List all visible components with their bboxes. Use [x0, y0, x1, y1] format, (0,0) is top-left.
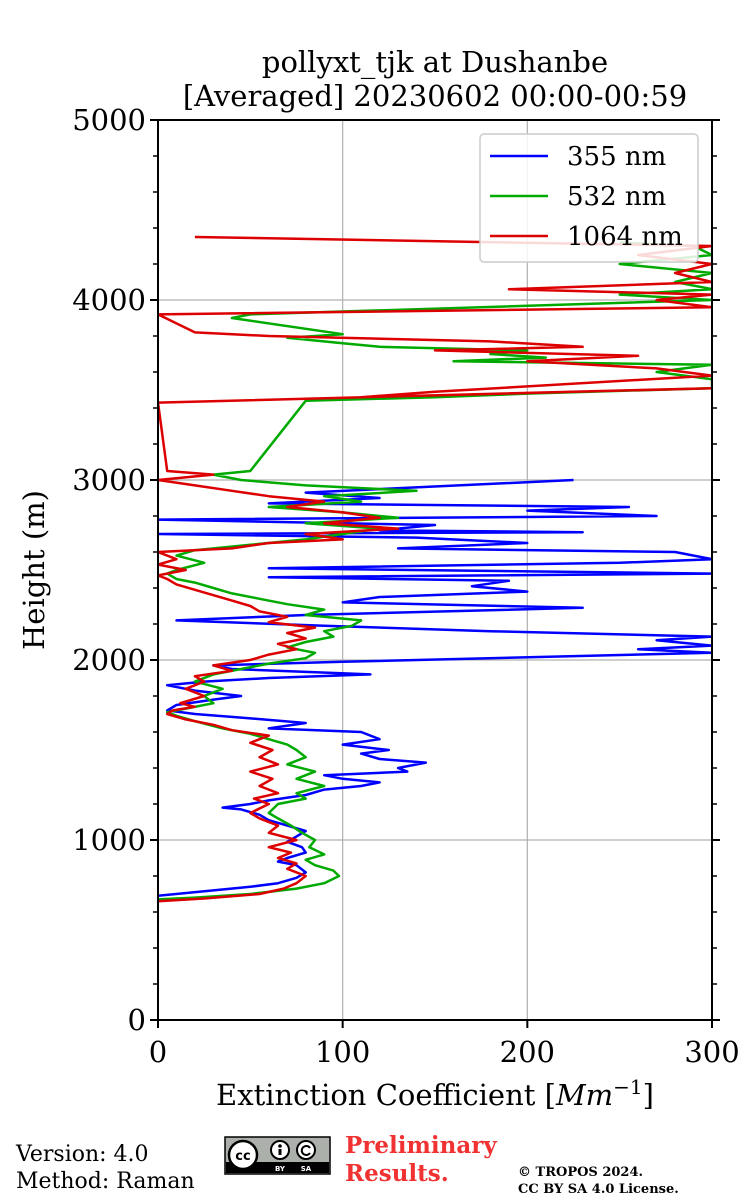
method-text: Method: Raman — [16, 1169, 195, 1194]
copyright-line2: CC BY SA 4.0 License. — [518, 1182, 679, 1197]
plot-frame — [157, 119, 713, 1021]
legend-label-532: 532 nm — [567, 182, 666, 212]
version-text: Version: 4.0 — [15, 1142, 149, 1167]
copyright-line1: © TROPOS 2024. — [518, 1165, 643, 1180]
series-line-532-nm — [158, 241, 712, 901]
y-tick-label: 2000 — [72, 643, 146, 677]
cc-badge-by: BY — [275, 1165, 286, 1173]
legend-label-355: 355 nm — [567, 142, 666, 172]
chart-title: pollyxt_tjk at Dushanbe — [262, 45, 608, 80]
cc-badge-sa: SA — [301, 1165, 312, 1173]
x-axis-label: Extinction Coefficient [Mm−1] — [216, 1075, 654, 1112]
series-group — [158, 235, 712, 903]
y-tick-label: 1000 — [72, 823, 146, 857]
x-tick-label: 100 — [315, 1035, 370, 1069]
y-tick-label: 5000 — [72, 103, 146, 137]
preliminary-line1: Preliminary — [345, 1132, 497, 1159]
legend-label-1064: 1064 nm — [567, 222, 683, 252]
cc-badge-cc: cc — [235, 1149, 250, 1164]
y-tick-label: 4000 — [72, 283, 146, 317]
preliminary-line2: Results. — [345, 1160, 449, 1187]
x-tick-label: 300 — [684, 1035, 739, 1069]
x-tick-label: 200 — [500, 1035, 555, 1069]
legend-box — [479, 133, 699, 263]
y-tick-label: 0 — [128, 1003, 146, 1037]
chart-subtitle: [Averaged] 20230602 00:00-00:59 — [183, 79, 687, 113]
cc-by-sa-icon: cc BY SA — [224, 1136, 331, 1175]
series-line-1064-nm — [158, 235, 712, 903]
x-tick-label: 0 — [149, 1035, 167, 1069]
series-line-355-nm — [158, 478, 712, 898]
y-tick-label: 3000 — [72, 463, 146, 497]
y-axis-label: Height (m) — [17, 490, 51, 650]
legend: 355 nm 532 nm 1064 nm — [479, 133, 699, 263]
